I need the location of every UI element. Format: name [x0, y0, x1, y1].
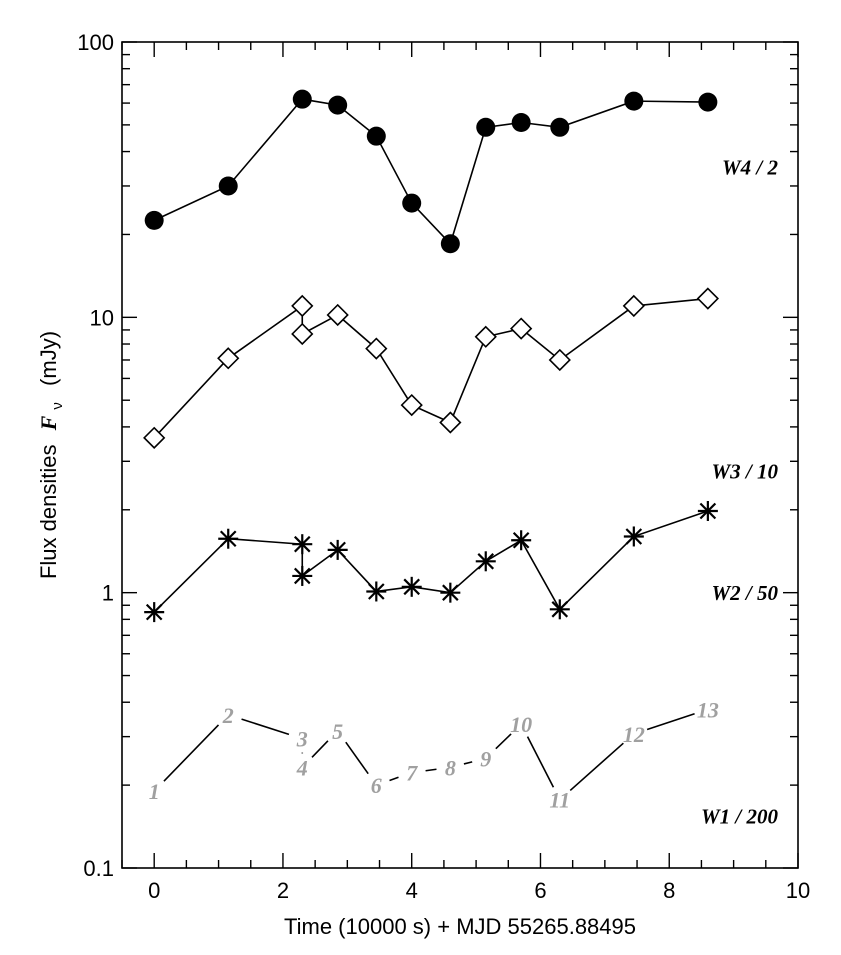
x-tick-label: 6: [534, 878, 546, 903]
w3-10-point: [326, 303, 349, 327]
w2-50-point: [623, 526, 644, 547]
w1-200-point-label: 6: [371, 773, 382, 798]
w4-2-point: [144, 210, 164, 230]
w2-50-point: [511, 530, 532, 551]
w2-50-point: [549, 599, 570, 620]
w4-2-point: [440, 234, 460, 254]
w1-200-segment: [495, 733, 512, 750]
y-axis-title-symbol: F: [36, 415, 61, 431]
plot-frame: [121, 41, 799, 869]
w2-50-point: [292, 534, 313, 555]
w1-200-segment: [389, 776, 399, 782]
w3-10-point: [143, 426, 166, 449]
w1-200-point-label: 8: [445, 755, 456, 780]
w1-200-point-label: 3: [296, 727, 308, 752]
w4-2-point: [366, 126, 386, 146]
x-tick-label: 0: [148, 878, 160, 903]
w3-10-point: [439, 411, 462, 434]
w4-2-point: [292, 89, 312, 109]
w4-2-point: [511, 113, 531, 133]
w2-50-point: [475, 551, 496, 572]
series-name-label: W4 / 2: [722, 156, 779, 180]
x-tick-label: 10: [786, 878, 810, 903]
series-name-label: W2 / 50: [711, 581, 778, 605]
w2-50-point: [218, 528, 239, 549]
y-tick-label: 100: [77, 30, 114, 55]
axis-tick-labels: 0 2 4 6 8 10 0.1 1 10 100: [77, 30, 810, 903]
w1-200-segment: [311, 740, 329, 758]
y-tick-label: 1: [102, 581, 114, 606]
w3-10-point: [400, 393, 423, 417]
w2-50-point: [144, 602, 165, 623]
w4-2-point: [550, 117, 570, 137]
w1-200-segment: [569, 742, 624, 792]
series-name-label: W1 / 200: [701, 805, 779, 829]
w2-50-point: [292, 565, 313, 586]
y-axis-title-prefix: Flux densities: [36, 445, 61, 580]
w1-200-point-label: 13: [697, 697, 719, 722]
w4-2-point: [698, 92, 718, 112]
w1-200-segment: [163, 724, 220, 782]
w2-50-point: [697, 500, 718, 521]
w1-200-point-label: 10: [510, 712, 532, 737]
w3-10-point: [510, 317, 533, 340]
w1-200-segment: [241, 718, 290, 736]
w1-200-point-label: 5: [332, 719, 343, 744]
w1-200-segment: [646, 712, 695, 731]
w4-2-point: [476, 117, 496, 137]
w3-10-point: [291, 322, 314, 346]
y-tick-label: 10: [90, 305, 114, 330]
w1-200-point-label: 7: [406, 761, 418, 786]
w1-200-point-label: 11: [549, 788, 570, 813]
w4-2-point: [402, 193, 422, 213]
w2-50-line: [153, 510, 709, 613]
w4-2-point: [328, 95, 348, 115]
y-axis-title: Flux densities F ν (mJy): [36, 331, 67, 579]
w1-200-point-label: 12: [623, 722, 645, 747]
y-tick-label: 0.1: [83, 856, 114, 881]
w2-50-point: [440, 582, 461, 603]
series-name-label: W3 / 10: [711, 459, 778, 483]
w1-200-segment: [345, 741, 369, 775]
w1-200-point-label: 2: [222, 703, 234, 728]
w4-2-point: [624, 91, 644, 111]
w3-10-point: [474, 325, 497, 348]
w3-10-line: [153, 297, 708, 439]
w2-50-point: [327, 539, 348, 560]
w1-200-point-label: 9: [480, 746, 491, 771]
w3-10-point: [548, 348, 571, 372]
w1-200-point-label: 4: [296, 755, 308, 780]
w1-200-segment: [463, 761, 473, 765]
w1-200-segment: [526, 736, 555, 788]
x-tick-label: 4: [406, 878, 418, 903]
series-lines: [153, 98, 709, 792]
x-tick-label: 8: [663, 878, 675, 903]
w3-10-point: [622, 294, 645, 318]
axis-ticks: [121, 41, 799, 869]
w3-10-point: [365, 337, 388, 360]
x-axis-title: Time (10000 s) + MJD 55265.88495: [284, 914, 636, 939]
w4-2-line: [153, 98, 708, 246]
w3-10-point: [217, 347, 240, 370]
w2-50-point: [401, 576, 422, 597]
w1-200-point-label: 1: [149, 779, 160, 804]
y-axis-title-unit: (mJy): [36, 331, 61, 386]
w3-10-point: [696, 287, 719, 310]
w3-10-point: [291, 294, 314, 318]
w4-2-point: [218, 176, 238, 196]
w2-50-point: [366, 581, 387, 602]
w1-200-segment: [425, 768, 437, 772]
y-axis-title-subscript: ν: [49, 402, 66, 410]
x-tick-label: 2: [277, 878, 289, 903]
series-labels: W4 / 2 W3 / 10 W2 / 50 W1 / 200: [701, 156, 779, 829]
